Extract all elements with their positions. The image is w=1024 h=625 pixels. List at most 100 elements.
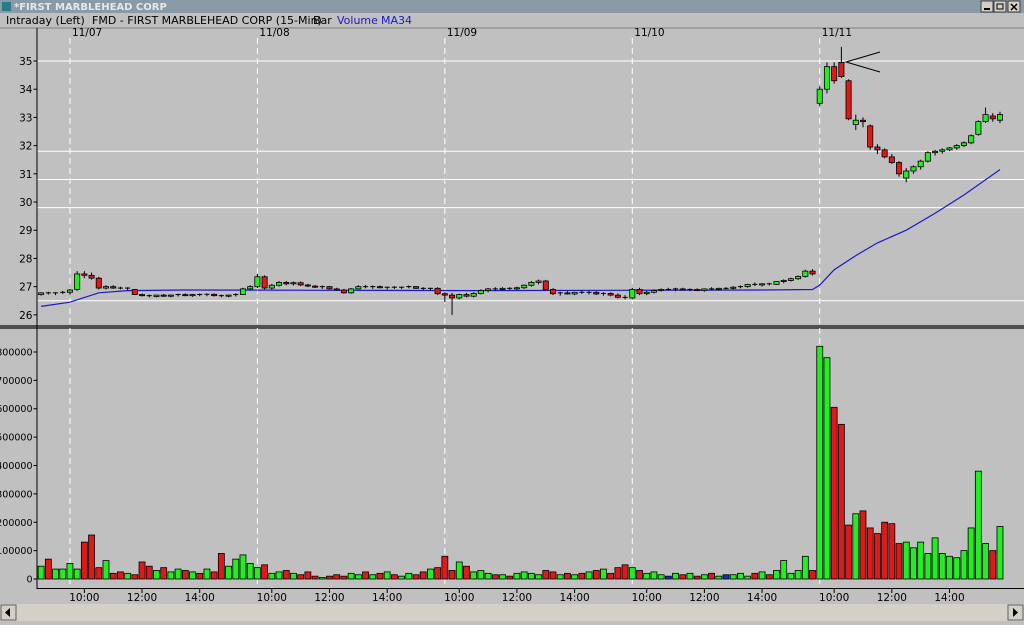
candle-body: [960, 142, 967, 147]
volume-bar: [441, 555, 449, 580]
volume-bar: [895, 543, 903, 580]
candle-body: [535, 280, 542, 283]
volume-bar: [888, 523, 896, 580]
y-tick-label: 26: [19, 310, 33, 322]
x-tick-label: 10:00: [257, 592, 287, 604]
volume-bar: [37, 565, 45, 580]
header-item: Intraday (Left): [6, 14, 85, 27]
y2-tick-label: 100000: [0, 546, 33, 557]
volume-bar: [362, 571, 369, 580]
volume-bar: [571, 574, 579, 580]
candle-body: [650, 290, 657, 293]
x-tick-label: 10:00: [819, 592, 849, 604]
volume-bar: [160, 567, 168, 580]
candle-body: [521, 284, 528, 289]
candle-body: [268, 284, 275, 289]
volume-bar: [463, 565, 470, 580]
volume-bar: [470, 571, 478, 580]
scrollbar[interactable]: [0, 604, 1024, 621]
candle-body: [773, 281, 780, 285]
volume-bar: [621, 564, 629, 580]
volume-bar: [556, 574, 564, 580]
candle-body: [312, 285, 319, 288]
header-item: FMD - FIRST MARBLEHEAD CORP (15-Min): [92, 14, 322, 27]
candle-body: [513, 287, 520, 290]
candle-body: [852, 119, 859, 125]
volume-bar: [102, 560, 110, 580]
volume-bar: [390, 574, 398, 580]
candle-body: [838, 62, 845, 77]
restore-button[interactable]: [993, 0, 1007, 13]
candle-body: [456, 294, 463, 299]
candle-body: [571, 291, 578, 295]
volume-bar: [585, 571, 593, 580]
volume-bar: [282, 570, 290, 580]
candle-body: [845, 80, 852, 120]
volume-bar: [506, 575, 514, 580]
volume-bar: [960, 550, 968, 580]
candle-body: [968, 135, 975, 144]
volume-bar: [427, 568, 434, 580]
volume-bar: [246, 562, 254, 580]
y-tick-label: 29: [19, 225, 32, 237]
candle-body: [304, 284, 311, 287]
volume-bar: [318, 577, 326, 580]
y-tick-label: 31: [19, 169, 32, 181]
candle-body: [643, 291, 650, 295]
volume-bar: [592, 570, 600, 580]
volume-bar: [376, 572, 384, 580]
window-buttons[interactable]: [980, 0, 1021, 13]
candle-body: [903, 170, 910, 179]
x-tick-label: 10:00: [444, 592, 474, 604]
candle-body: [211, 293, 218, 297]
candle-body: [348, 288, 355, 294]
y-tick-label: 30: [19, 197, 32, 209]
candle-body: [888, 156, 895, 163]
candle-body: [160, 294, 167, 297]
volume-bar: [80, 541, 88, 580]
volume-bar: [124, 572, 132, 580]
candle-body: [355, 286, 362, 290]
volume-bar: [946, 555, 953, 580]
volume-bar: [938, 553, 946, 580]
icon: [996, 3, 1004, 10]
volume-bar: [311, 575, 319, 580]
volume-bar: [88, 534, 95, 580]
candle-body: [261, 276, 268, 289]
volume-bar: [859, 510, 867, 580]
candle-body: [247, 286, 254, 290]
y2-tick-label: 700000: [0, 376, 33, 387]
candle-body: [441, 293, 448, 296]
volume-bar: [239, 554, 247, 580]
y-tick-label: 34: [19, 84, 33, 96]
volume-bar: [628, 567, 636, 580]
candle-body: [823, 66, 830, 90]
candle-body: [95, 277, 102, 289]
volume-bar: [816, 345, 824, 580]
candle-body: [831, 66, 838, 82]
y2-tick-label: 0: [26, 575, 32, 586]
candle-body: [932, 150, 939, 154]
candle-body: [694, 289, 701, 291]
candle-body: [470, 293, 477, 297]
volume-bar: [910, 547, 917, 580]
volume-bar: [290, 572, 297, 580]
x-tick-label: 14:00: [559, 592, 589, 604]
volume-bar: [131, 574, 139, 580]
candle-body: [340, 289, 347, 294]
volume-bar: [109, 572, 117, 580]
y2-tick-label: 300000: [0, 489, 33, 500]
candle-body: [939, 149, 946, 152]
app-icon: [2, 2, 11, 11]
icon: [1013, 608, 1018, 617]
icon: [5, 608, 10, 617]
legend-ma: MA34: [381, 14, 412, 27]
volume-bar: [491, 574, 499, 580]
minimize-button[interactable]: [980, 0, 994, 13]
volume-bar: [794, 570, 802, 580]
candle-body: [153, 294, 160, 297]
candle-body: [542, 280, 549, 290]
legend-volume: Volume: [337, 14, 378, 27]
candle-body: [896, 162, 903, 175]
